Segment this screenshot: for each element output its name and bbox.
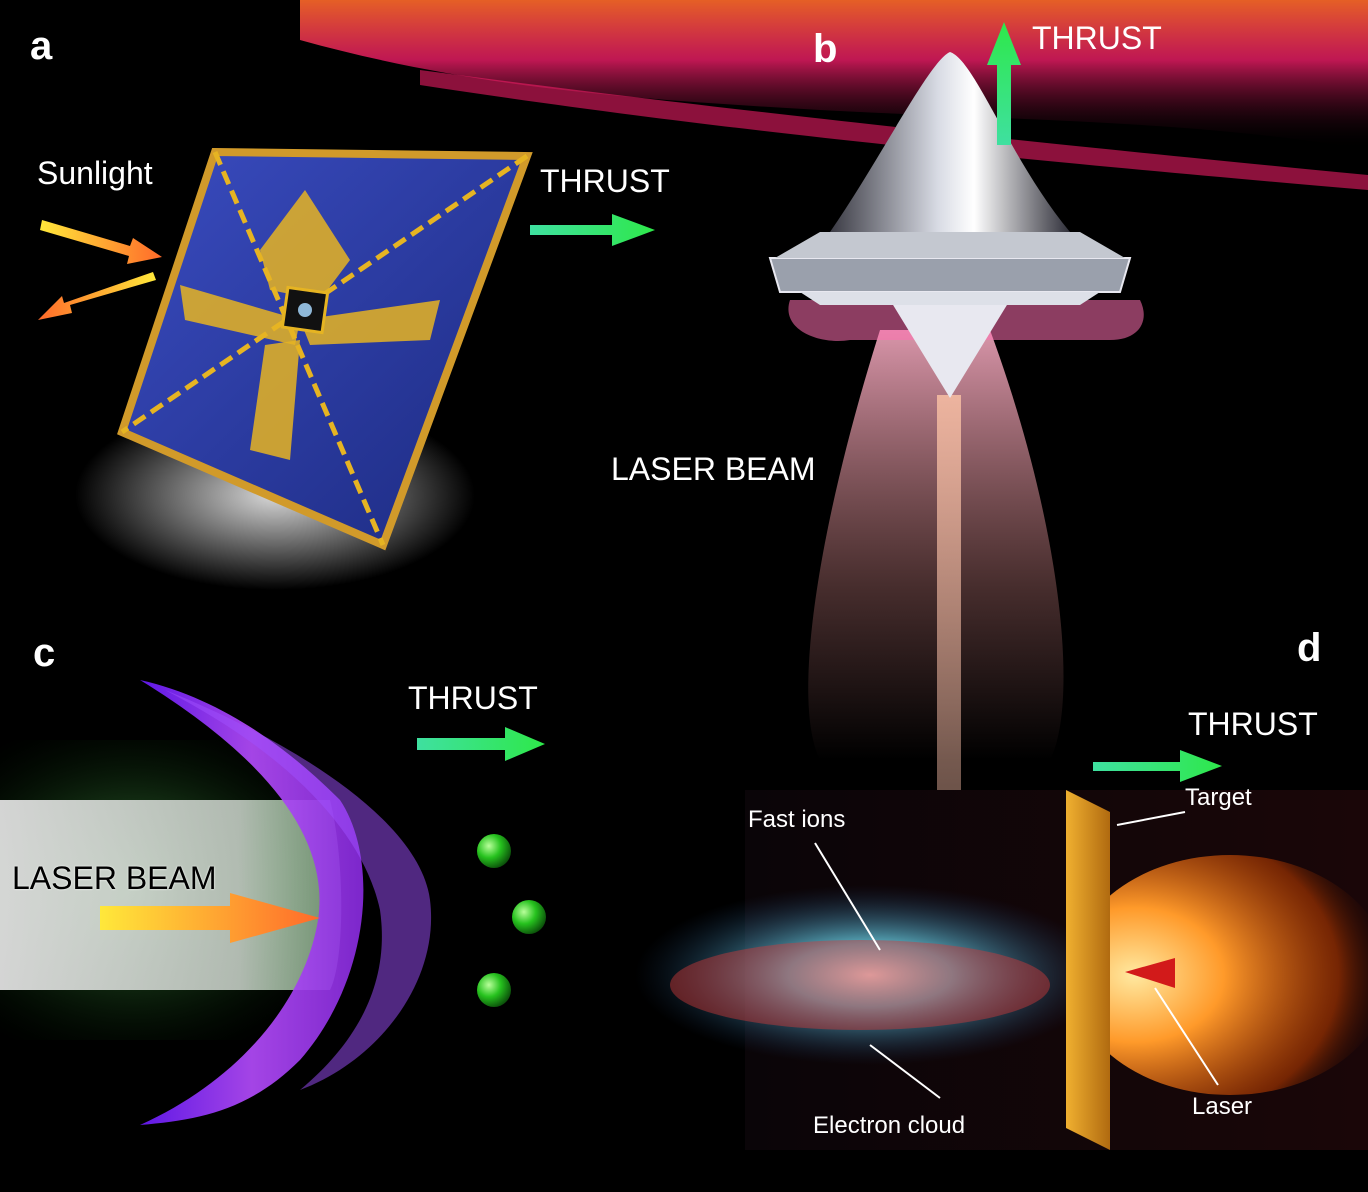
label-thrust-a: THRUST	[540, 165, 670, 197]
ion-particle	[477, 973, 511, 1007]
label-laser: Laser	[1192, 1095, 1252, 1119]
panel-label-b: b	[813, 29, 837, 69]
solar-sail	[75, 152, 527, 590]
label-laser-beam-c: LASER BEAM	[12, 862, 217, 894]
panel-label-c: c	[33, 633, 55, 673]
laser-beam-b	[937, 395, 961, 815]
label-fast-ions: Fast ions	[748, 808, 845, 832]
label-electron-cloud: Electron cloud	[813, 1114, 965, 1138]
target-acceleration	[635, 790, 1368, 1150]
thrust-arrow-a	[530, 214, 655, 246]
ion-particle	[477, 834, 511, 868]
thrust-arrow-c	[417, 727, 545, 761]
label-target: Target	[1185, 786, 1252, 810]
panel-label-a: a	[30, 26, 52, 66]
panel-label-d: d	[1297, 628, 1321, 668]
ion-particle	[512, 900, 546, 934]
label-sunlight: Sunlight	[37, 157, 153, 189]
spacecraft	[770, 52, 1144, 815]
plume	[808, 330, 1063, 760]
label-thrust-c: THRUST	[408, 682, 538, 714]
sunlight-incoming-arrow	[40, 220, 162, 264]
label-thrust-b: THRUST	[1032, 22, 1162, 54]
target-foil	[1066, 790, 1110, 1150]
label-laser-beam-b: LASER BEAM	[611, 453, 816, 485]
sunlight-reflected-arrow	[38, 272, 156, 320]
thrust-arrow-d	[1093, 750, 1222, 782]
label-thrust-d: THRUST	[1188, 708, 1318, 740]
